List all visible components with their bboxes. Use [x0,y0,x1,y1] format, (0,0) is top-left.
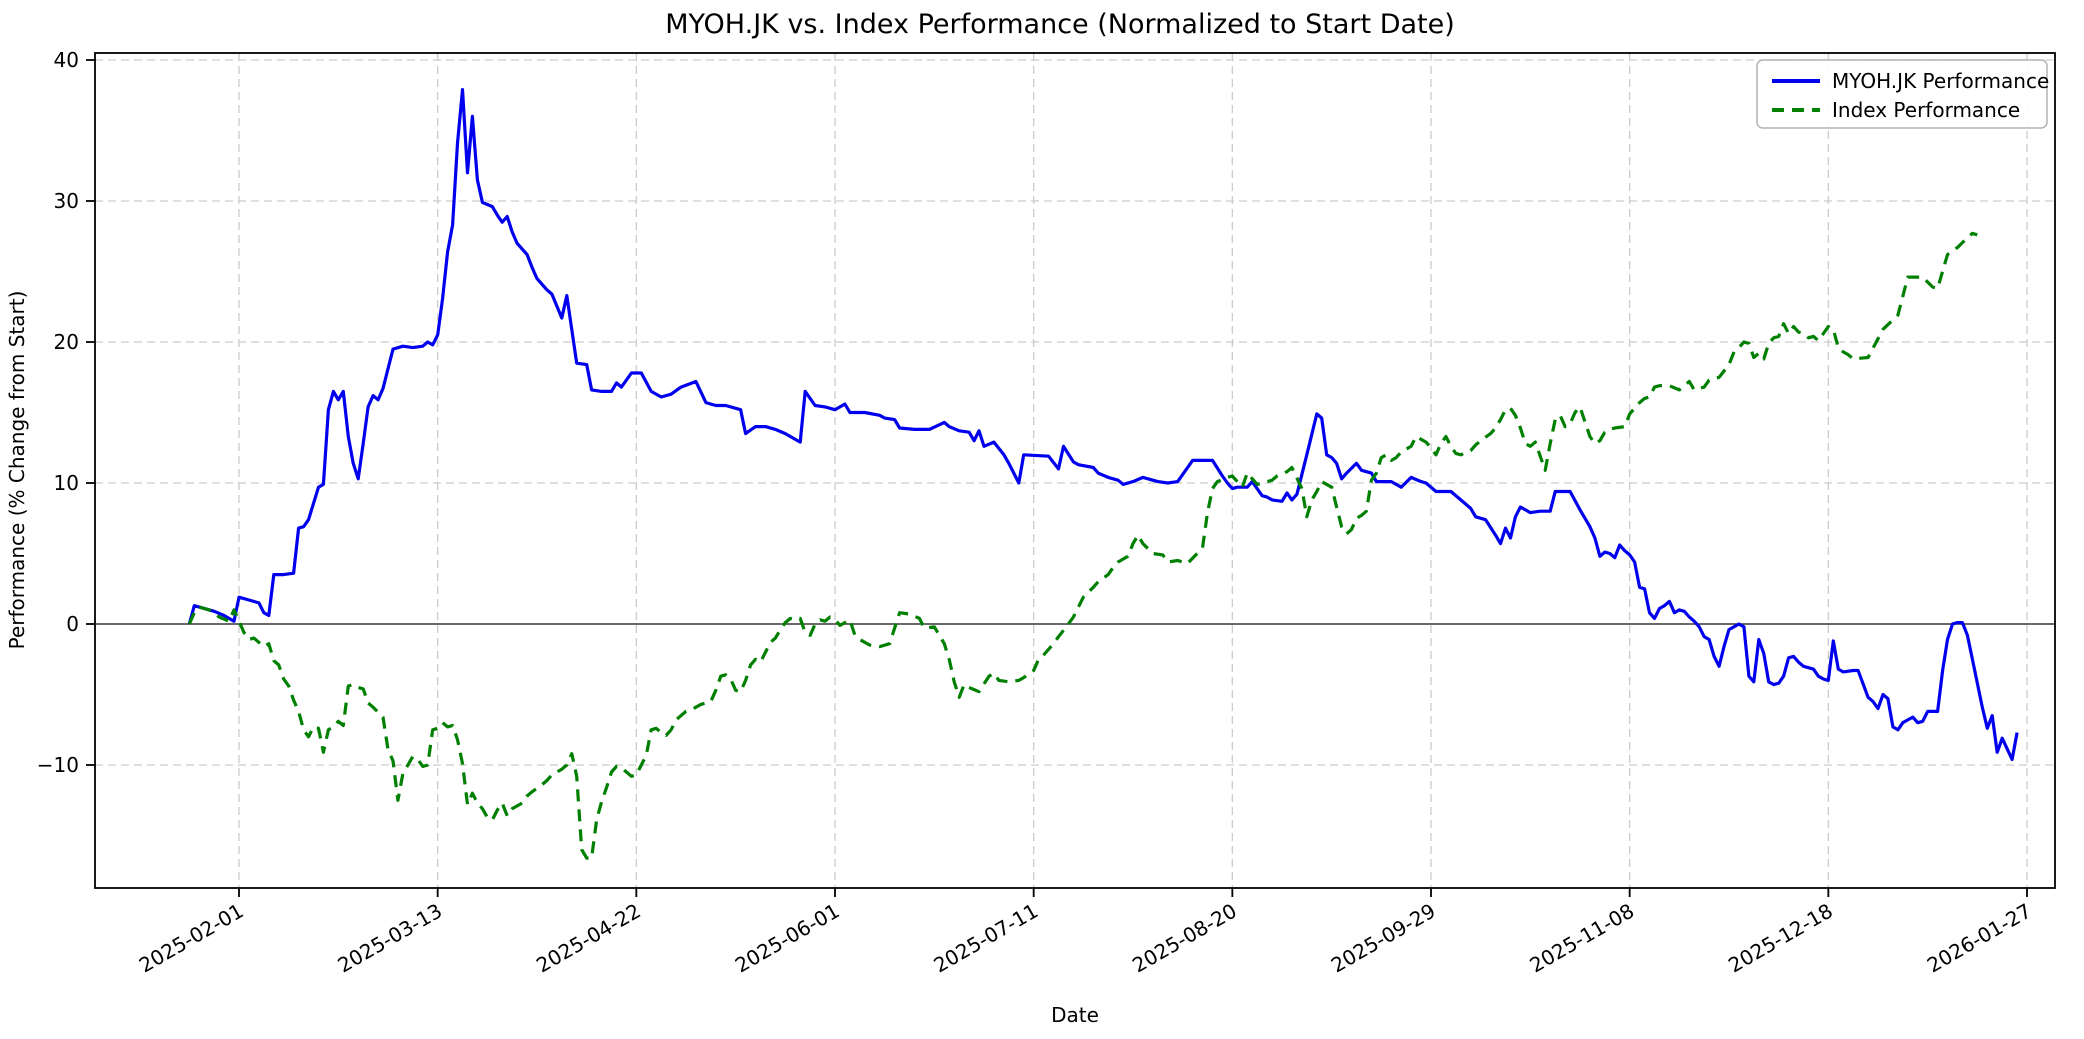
x-tick-label: 2025-04-22 [532,899,645,978]
axis-tick-labels: −10 0 10 20 30 40 2025-02-01 2025-03-13 2025-04-… [37,48,2036,977]
legend-label-stock: MYOH.JK Performance [1832,69,2049,93]
x-tick-label: 2025-08-20 [1128,899,1241,978]
y-tick-label: 40 [54,48,79,72]
x-tick-label: 2025-02-01 [135,899,248,978]
series-stock-line [187,87,2019,762]
legend-label-index: Index Performance [1832,98,2020,122]
x-axis-label: Date [1051,1003,1099,1027]
x-tick-label: 2025-03-13 [334,899,447,978]
plot-border [94,52,2056,889]
y-tick-label: 20 [54,330,79,354]
y-axis-label: Performance (% Change from Start) [5,291,29,650]
x-tick-label: 2025-06-01 [731,899,844,978]
series-index-line [187,231,1978,860]
x-tick-label: 2026-01-27 [1923,899,2036,978]
data-series [187,87,2019,860]
legend: MYOH.JK Performance Index Performance [1756,59,2049,129]
axis-ticks [86,59,2028,897]
x-tick-label: 2025-09-29 [1327,899,1440,978]
gridlines [95,53,2055,888]
x-tick-label: 2025-11-08 [1526,899,1639,978]
y-tick-label: −10 [37,753,79,777]
y-tick-label: 0 [66,612,79,636]
y-tick-label: 10 [54,471,79,495]
x-tick-label: 2025-07-11 [930,899,1043,978]
chart-title: MYOH.JK vs. Index Performance (Normalize… [665,9,1455,40]
y-tick-label: 30 [54,189,79,213]
x-tick-label: 2025-12-18 [1724,899,1837,978]
legend-box [1756,59,2048,129]
